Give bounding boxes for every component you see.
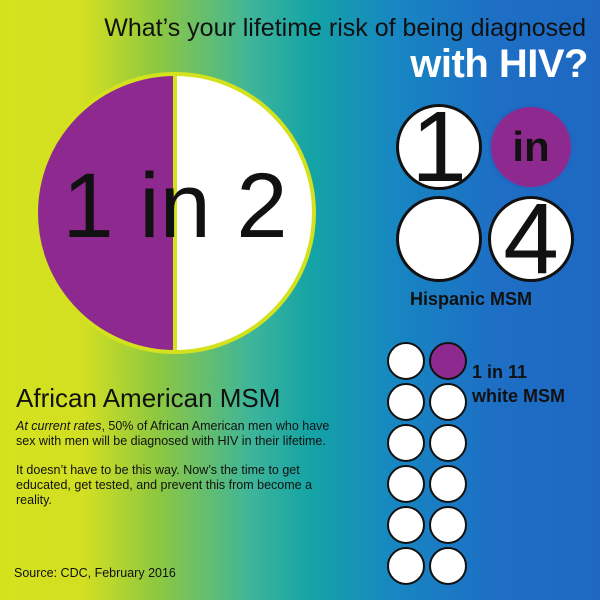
white-dot xyxy=(387,465,425,503)
body-paragraph-1: At current rates, 50% of African America… xyxy=(16,419,346,449)
white-ratio: 1 in 11 xyxy=(472,362,528,382)
white-dot xyxy=(387,424,425,462)
white-dot xyxy=(429,383,467,421)
body-text: , 50% of African American men who have s… xyxy=(16,419,330,448)
white-dot xyxy=(429,547,467,585)
hispanic-label: Hispanic MSM xyxy=(410,289,533,309)
white-dot xyxy=(429,424,467,462)
hispanic-circle-in: in xyxy=(488,104,574,190)
circle-divider xyxy=(173,72,177,354)
hispanic-circle-four: 4 xyxy=(488,189,574,289)
white-dot xyxy=(387,547,425,585)
white-label: 1 in 11 white MSM xyxy=(472,360,565,409)
source-note: Source: CDC, February 2016 xyxy=(14,566,176,580)
hispanic-in-label: in xyxy=(512,123,550,170)
african-american-body: At current rates, 50% of African America… xyxy=(16,419,346,522)
hispanic-circle-blank xyxy=(396,196,482,282)
hispanic-circle-one: 1 xyxy=(396,97,482,197)
white-dot xyxy=(429,465,467,503)
title-line-1: What’s your lifetime risk of being diagn… xyxy=(104,14,586,42)
hispanic-num-2: 4 xyxy=(503,183,559,295)
body-paragraph-2: It doesn’t have to be this way. Now’s th… xyxy=(16,463,313,507)
white-dot xyxy=(387,506,425,544)
african-american-ratio: 1 in 2 xyxy=(62,155,288,257)
white-dot xyxy=(387,342,425,380)
white-dot xyxy=(387,383,425,421)
african-american-heading: African American MSM xyxy=(16,383,281,413)
white-dot-highlight xyxy=(429,342,467,380)
white-dot xyxy=(429,506,467,544)
body-italic-lead: At current rates xyxy=(16,419,102,433)
hispanic-num-1: 1 xyxy=(411,91,467,203)
white-group: white MSM xyxy=(472,386,565,407)
title-line-2: with HIV? xyxy=(410,42,588,86)
